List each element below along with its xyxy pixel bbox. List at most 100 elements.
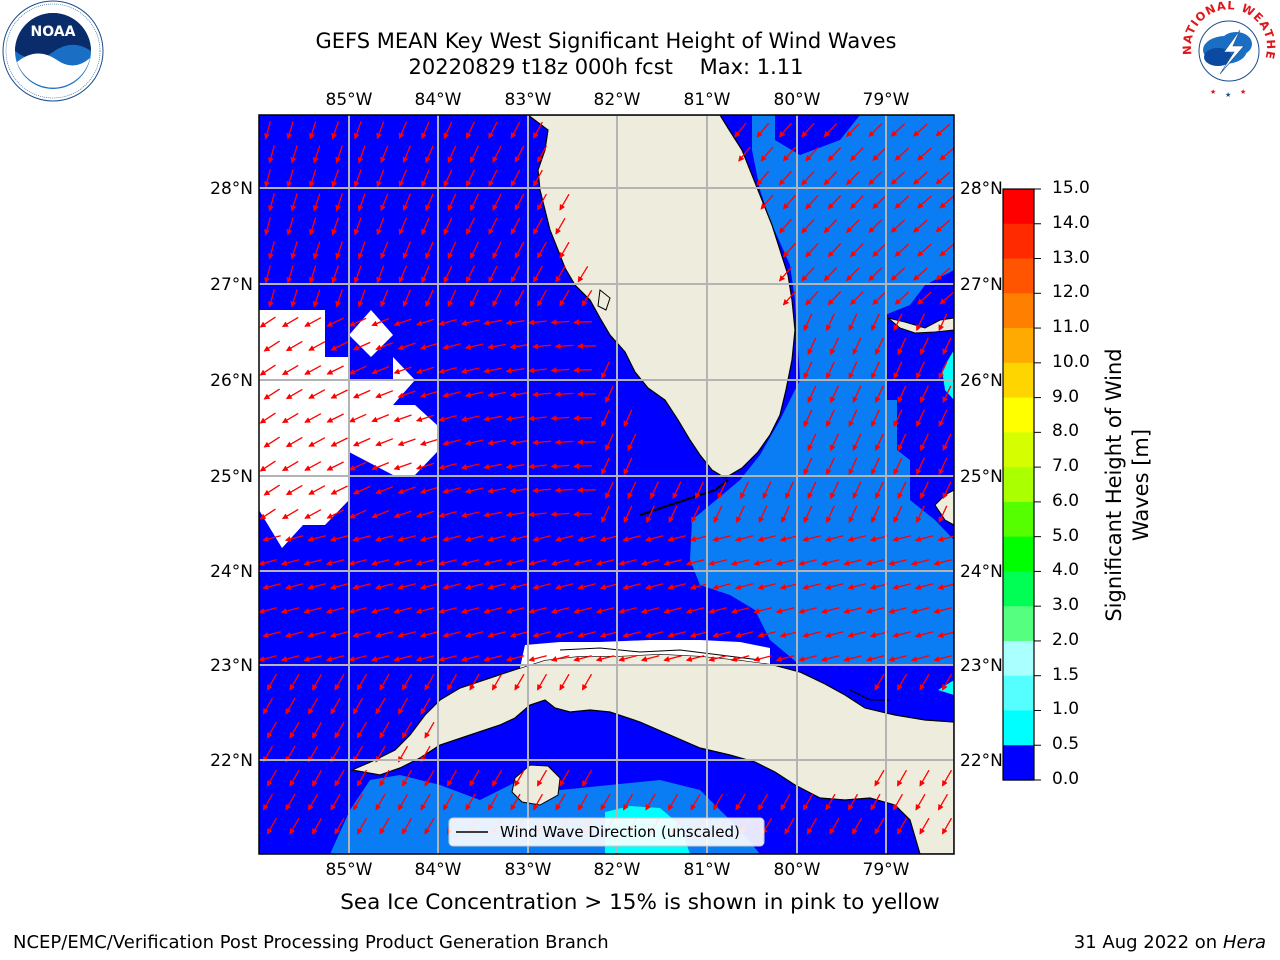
wave-direction-arrow (939, 291, 954, 305)
wave-direction-arrow (379, 817, 390, 835)
wave-direction-arrow (847, 793, 859, 811)
wave-direction-arrow (263, 388, 280, 400)
wave-direction-arrow (554, 583, 574, 590)
colorbar-tick-label: 0.0 (1052, 769, 1080, 789)
wave-direction-arrow (375, 390, 394, 399)
wave-direction-arrow (397, 631, 416, 638)
wave-direction-arrow (289, 769, 300, 787)
wave-direction-arrow (533, 121, 543, 139)
wave-direction-arrow (734, 122, 747, 138)
wave-direction-arrow (262, 697, 274, 715)
lat-label-left: 22°N (210, 751, 253, 771)
wave-direction-arrow (266, 721, 278, 739)
wave-direction-arrow (779, 631, 799, 638)
wave-direction-arrow (491, 673, 503, 691)
footer-credit: NCEP/EMC/Verification Post Processing Pr… (13, 932, 609, 953)
wave-direction-arrow (398, 217, 408, 236)
wave-direction-arrow (778, 218, 792, 234)
wave-direction-arrow (554, 487, 574, 494)
wave-direction-arrow (510, 265, 521, 283)
map-area (259, 115, 954, 854)
wave-direction-arrow (559, 193, 570, 211)
wave-direction-arrow (371, 461, 390, 471)
wave-direction-arrow (757, 583, 776, 590)
wave-direction-arrow (756, 170, 770, 186)
lat-label-left: 28°N (210, 179, 253, 199)
wave-direction-arrow (689, 631, 709, 638)
lat-label-right: 24°N (960, 562, 1003, 582)
wave-direction-arrow (848, 313, 858, 332)
wave-direction-arrow (820, 655, 840, 662)
colorbar-swatch (1003, 362, 1034, 399)
wave-direction-arrow (375, 342, 394, 351)
wave-direction-arrow (555, 217, 566, 235)
wave-direction-arrow (872, 147, 887, 161)
wave-direction-arrow (303, 559, 322, 566)
wave-direction-arrow (262, 535, 281, 542)
wave-direction-arrow (421, 265, 430, 284)
wave-direction-arrow (536, 769, 548, 787)
land-isle-of-youth (511, 764, 561, 806)
lat-label-left: 25°N (210, 467, 253, 487)
colorbar-swatch (1003, 467, 1034, 503)
wave-direction-arrow (348, 461, 367, 471)
wave-direction-arrow (892, 793, 904, 811)
chart-subtitle: 20220829 t18z 000h fcst Max: 1.11 (408, 55, 804, 79)
wave-direction-arrow (650, 481, 659, 500)
lat-label-right: 23°N (960, 656, 1003, 676)
wave-direction-arrow (753, 655, 772, 662)
wave-direction-arrow (690, 793, 701, 811)
wave-direction-arrow (443, 121, 453, 140)
wave-direction-arrow (913, 219, 928, 233)
wave-direction-arrow (829, 817, 840, 835)
wave-direction-arrow (897, 481, 907, 500)
wave-direction-arrow (425, 289, 434, 308)
chart-title: GEFS MEAN Key West Significant Height of… (315, 29, 897, 53)
wave-direction-arrow (464, 487, 484, 494)
wave-direction-arrow (848, 505, 858, 524)
colorbar-tick-label: 1.5 (1052, 664, 1080, 685)
wave-direction-arrow (398, 121, 408, 140)
wave-direction-arrow (483, 319, 502, 326)
wave-direction-arrow (352, 437, 371, 447)
wave-direction-arrow (753, 559, 772, 566)
wave-direction-arrow (266, 769, 278, 787)
wave-direction-arrow (488, 169, 498, 187)
colorbar-swatch (1003, 571, 1034, 607)
wave-direction-arrow (442, 535, 461, 542)
wave-direction-arrow (348, 365, 367, 375)
wave-direction-arrow (259, 607, 277, 614)
wave-direction-arrow (917, 291, 932, 305)
wave-direction-arrow (712, 793, 724, 811)
wave-direction-arrow (397, 583, 416, 590)
wave-direction-arrow (424, 817, 435, 835)
wave-direction-arrow (371, 365, 390, 375)
wave-direction-arrow (734, 583, 754, 590)
wave-direction-arrow (554, 439, 574, 446)
wave-direction-arrow (397, 535, 416, 542)
wave-direction-arrow (443, 169, 453, 188)
wave-direction-arrow (446, 673, 458, 691)
wave-direction-arrow (550, 319, 570, 326)
wave-direction-arrow (419, 631, 439, 638)
wave-direction-arrow (331, 121, 340, 140)
wave-direction-arrow (330, 389, 348, 399)
wave-direction-arrow (756, 122, 770, 138)
wave-direction-arrow (618, 655, 637, 662)
wave-direction-arrow (308, 217, 317, 236)
wave-direction-arrow (778, 122, 792, 138)
wave-direction-arrow (304, 365, 322, 375)
wave-direction-arrow (871, 313, 880, 332)
wave-direction-arrow (424, 769, 435, 787)
wave-direction-arrow (307, 535, 326, 542)
wave-direction-arrow (259, 364, 276, 376)
wave-direction-arrow (622, 631, 641, 638)
wave-direction-arrow (331, 169, 340, 188)
land-florida (527, 115, 796, 479)
wave-direction-arrow (801, 266, 815, 282)
wave-direction-arrow (826, 457, 835, 476)
wave-direction-arrow (266, 817, 278, 835)
wave-direction-arrow (847, 631, 866, 638)
wave-direction-arrow (460, 655, 480, 662)
wave-direction-arrow (528, 415, 547, 422)
